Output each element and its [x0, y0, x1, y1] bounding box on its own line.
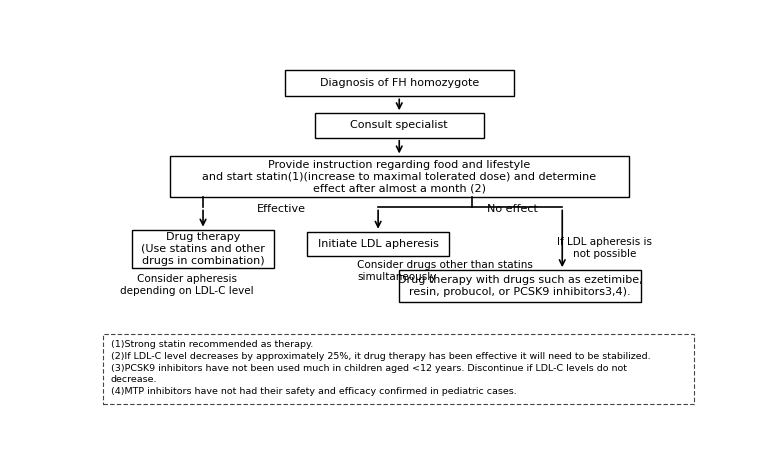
FancyBboxPatch shape — [315, 113, 484, 138]
FancyBboxPatch shape — [399, 270, 640, 302]
FancyBboxPatch shape — [170, 156, 629, 197]
Text: Effective: Effective — [257, 204, 306, 214]
Text: If LDL apheresis is
not possible: If LDL apheresis is not possible — [557, 237, 652, 259]
FancyBboxPatch shape — [104, 333, 694, 404]
Text: Drug therapy with drugs such as ezetimibe,
resin, probucol, or PCSK9 inhibitors3: Drug therapy with drugs such as ezetimib… — [397, 275, 643, 297]
Text: Diagnosis of FH homozygote: Diagnosis of FH homozygote — [319, 78, 479, 88]
Text: Consider apheresis
depending on LDL-C level: Consider apheresis depending on LDL-C le… — [120, 274, 253, 296]
Text: Consult specialist: Consult specialist — [351, 120, 448, 131]
Text: Consider drugs other than statins
simultaneously: Consider drugs other than statins simult… — [357, 260, 533, 282]
Text: Initiate LDL apheresis: Initiate LDL apheresis — [318, 239, 439, 249]
FancyBboxPatch shape — [284, 70, 514, 96]
FancyBboxPatch shape — [307, 232, 449, 256]
FancyBboxPatch shape — [132, 229, 274, 268]
Text: (1)Strong statin recommended as therapy.
(2)If LDL-C level decreases by approxim: (1)Strong statin recommended as therapy.… — [111, 340, 650, 396]
Text: No effect: No effect — [487, 204, 538, 214]
Text: Drug therapy
(Use statins and other
drugs in combination): Drug therapy (Use statins and other drug… — [141, 232, 265, 266]
Text: Provide instruction regarding food and lifestyle
and start statin(1)(increase to: Provide instruction regarding food and l… — [203, 160, 596, 193]
